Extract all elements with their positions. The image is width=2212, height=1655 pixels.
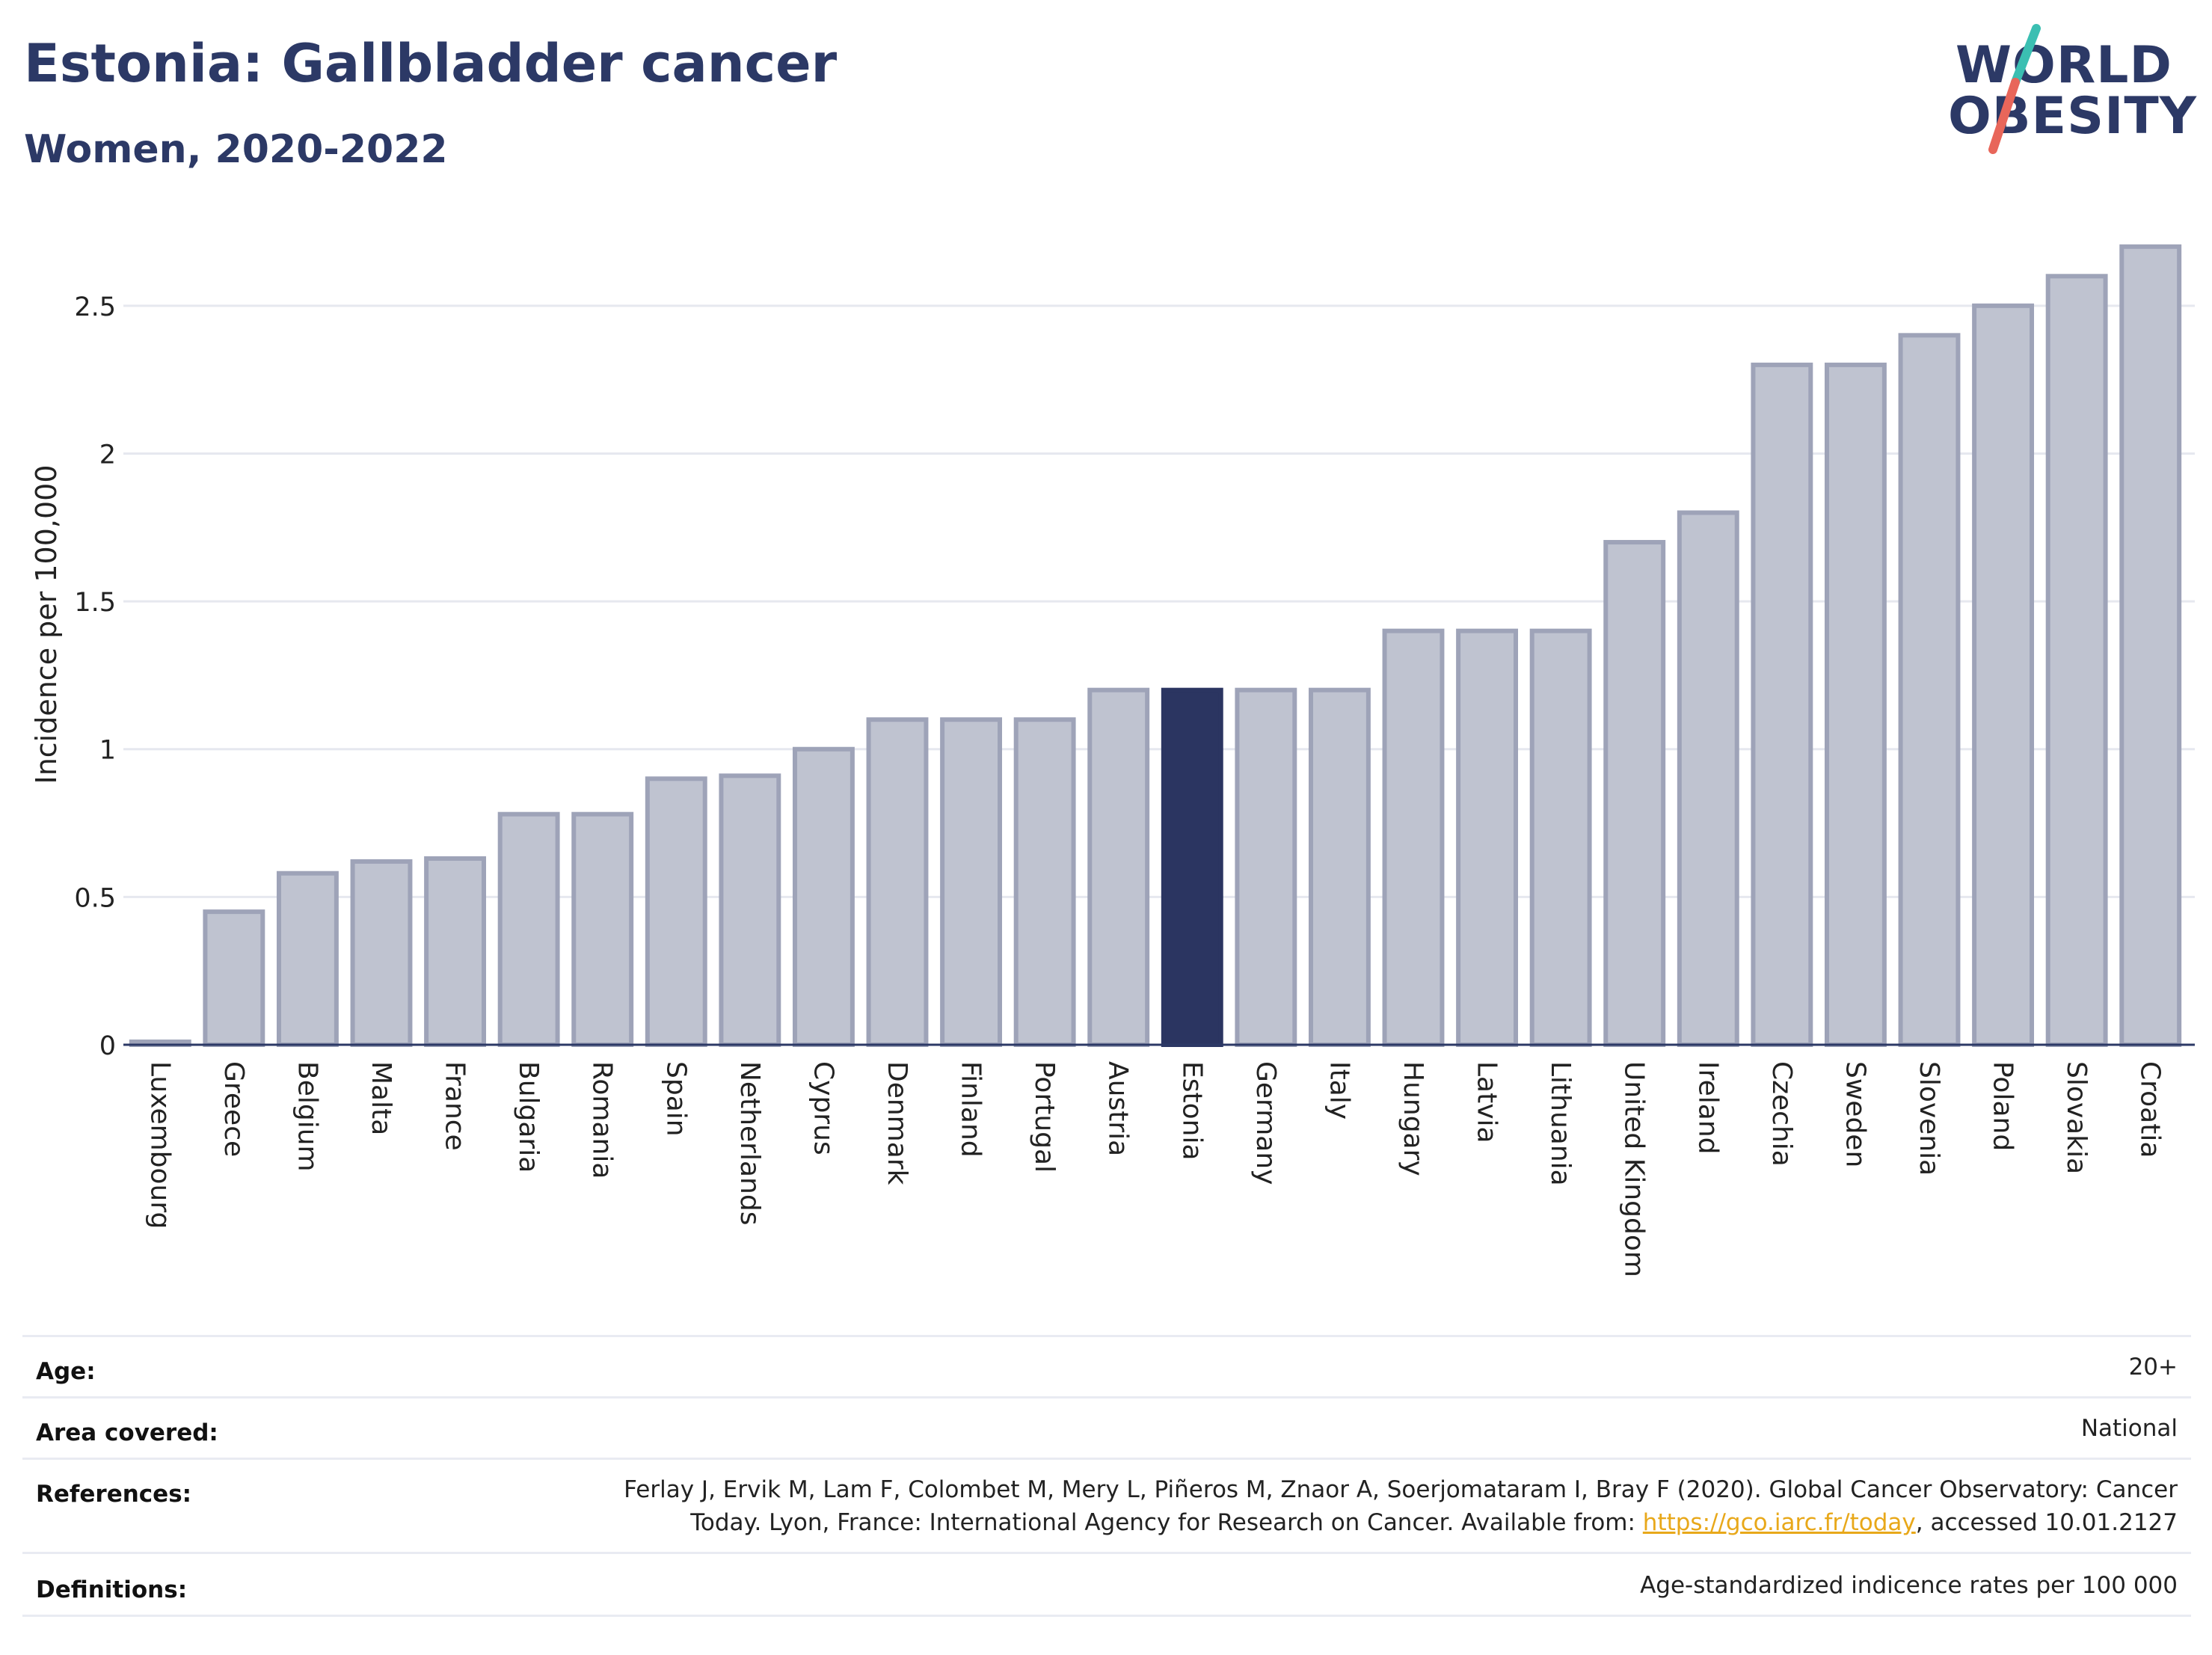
bar-italy <box>1308 687 1371 1047</box>
logo-slash-icon <box>1988 24 2041 154</box>
x-tick-label: Ireland <box>1692 1061 1723 1155</box>
logo-line-1: WORLD <box>1956 36 2172 95</box>
bar-spain <box>645 776 707 1047</box>
x-tick-label: Czechia <box>1766 1061 1797 1167</box>
x-tick-label: France <box>440 1061 470 1151</box>
x-tick-label: Netherlands <box>734 1061 765 1225</box>
y-tick-label: 2 <box>99 440 116 470</box>
bar-austria <box>1087 687 1150 1047</box>
x-tick-label: Germany <box>1250 1061 1281 1185</box>
x-tick-label: Portugal <box>1029 1061 1060 1173</box>
x-tick-labels: Luxembourg Greece Belgium Malta France Bulgar… <box>144 1061 2165 1277</box>
x-tick-label: Greece <box>218 1061 249 1157</box>
x-tick-label: Malta <box>366 1061 396 1135</box>
x-tick-label: Spain <box>660 1061 691 1137</box>
bar-ireland <box>1677 510 1739 1047</box>
x-tick-label: Lithuania <box>1545 1061 1576 1186</box>
chart-subtitle: Women, 2020-2022 <box>24 127 448 172</box>
bar-sweden <box>1824 362 1887 1047</box>
references-label: References: <box>36 1481 192 1508</box>
bar-lithuania <box>1529 628 1592 1047</box>
x-tick-label: Slovakia <box>2061 1061 2092 1174</box>
x-tick-label: Austria <box>1103 1061 1134 1156</box>
x-tick-label: United Kingdom <box>1619 1061 1650 1277</box>
references-line-2: Today. Lyon, France: International Agenc… <box>383 1506 2178 1539</box>
y-axis-label: Incidence per 100,000 <box>30 464 63 784</box>
x-tick-label: Cyprus <box>808 1061 838 1155</box>
bar-belgium <box>276 871 339 1047</box>
references-line-1: Ferlay J, Ervik M, Lam F, Colombet M, Me… <box>624 1476 2178 1503</box>
references-line-2-post: , accessed 10.01.2127 <box>1915 1509 2178 1536</box>
y-tick-label: 0.5 <box>74 883 116 913</box>
x-tick-label: Hungary <box>1398 1061 1428 1176</box>
bar-chart: 0 0.5 1 1.5 2 2.5 Luxembourg Greece Belgium Malt… <box>30 244 2195 1277</box>
bar-latvia <box>1456 628 1519 1047</box>
bar-poland <box>1972 303 2035 1047</box>
x-tick-label: Romania <box>587 1061 618 1179</box>
x-tick-label: Estonia <box>1176 1061 1207 1161</box>
references-row: References: Ferlay J, Ervik M, Lam F, Co… <box>22 1458 2191 1554</box>
x-tick-label: Latvia <box>1472 1061 1502 1143</box>
area-value: National <box>2080 1415 2178 1442</box>
bar-hungary <box>1382 628 1445 1047</box>
bars <box>129 244 2182 1048</box>
bar-malta <box>350 859 413 1047</box>
bar-germany <box>1235 687 1297 1047</box>
area-label: Area covered: <box>36 1419 218 1446</box>
references-value: Ferlay J, Ervik M, Lam F, Colombet M, Me… <box>383 1473 2178 1539</box>
y-tick-label: 1 <box>99 736 116 766</box>
bar-netherlands <box>719 773 781 1047</box>
area-row: Area covered: National <box>22 1396 2191 1460</box>
y-tick-labels: 0 0.5 1 1.5 2 2.5 <box>74 292 116 1061</box>
x-tick-label: Bulgaria <box>513 1061 544 1173</box>
definitions-value: Age-standardized indicence rates per 100… <box>1640 1572 2178 1599</box>
metadata-table: Age: 20+ Area covered: National Referenc… <box>22 1335 2191 1634</box>
x-tick-label: Sweden <box>1840 1061 1870 1167</box>
age-value: 20+ <box>2128 1354 2178 1381</box>
definitions-row: Definitions: Age-standardized indicence … <box>22 1552 2191 1617</box>
bar-croatia <box>2119 244 2182 1047</box>
x-tick-label: Denmark <box>882 1061 912 1185</box>
definitions-label: Definitions: <box>36 1576 188 1603</box>
age-row: Age: 20+ <box>22 1335 2191 1398</box>
y-tick-label: 2.5 <box>74 292 116 322</box>
age-label: Age: <box>36 1358 96 1385</box>
metadata-bottom-border <box>22 1615 2191 1617</box>
x-tick-label: Italy <box>1324 1061 1354 1120</box>
references-link[interactable]: https://gco.iarc.fr/today <box>1642 1509 1916 1536</box>
world-obesity-logo: WORLD OBESITY <box>1948 22 2202 157</box>
logo-line-2: OBESITY <box>1948 87 2197 146</box>
bar-denmark <box>866 717 929 1047</box>
bar-portugal <box>1013 717 1076 1047</box>
bar-bulgaria <box>497 811 560 1047</box>
bar-czechia <box>1751 362 1813 1047</box>
x-tick-label: Luxembourg <box>144 1061 175 1229</box>
bar-france <box>424 856 487 1048</box>
bar-finland <box>940 717 1003 1047</box>
x-tick-label: Poland <box>1988 1061 2018 1151</box>
bar-united-kingdom <box>1603 540 1666 1047</box>
x-tick-label: Belgium <box>292 1061 322 1172</box>
bar-greece <box>203 909 265 1047</box>
bar-slovenia <box>1898 333 1961 1047</box>
bar-slovakia <box>2045 274 2108 1048</box>
y-tick-label: 0 <box>99 1031 116 1061</box>
bar-estonia <box>1161 687 1223 1047</box>
bar-cyprus <box>792 746 855 1048</box>
x-tick-label: Finland <box>956 1061 986 1158</box>
y-tick-label: 1.5 <box>74 588 116 618</box>
chart-title: Estonia: Gallbladder cancer <box>24 33 838 94</box>
references-line-2-pre: Today. Lyon, France: International Agenc… <box>690 1509 1643 1536</box>
x-tick-label: Croatia <box>2135 1061 2166 1158</box>
x-tick-label: Slovenia <box>1914 1061 1944 1176</box>
bar-romania <box>571 811 634 1047</box>
